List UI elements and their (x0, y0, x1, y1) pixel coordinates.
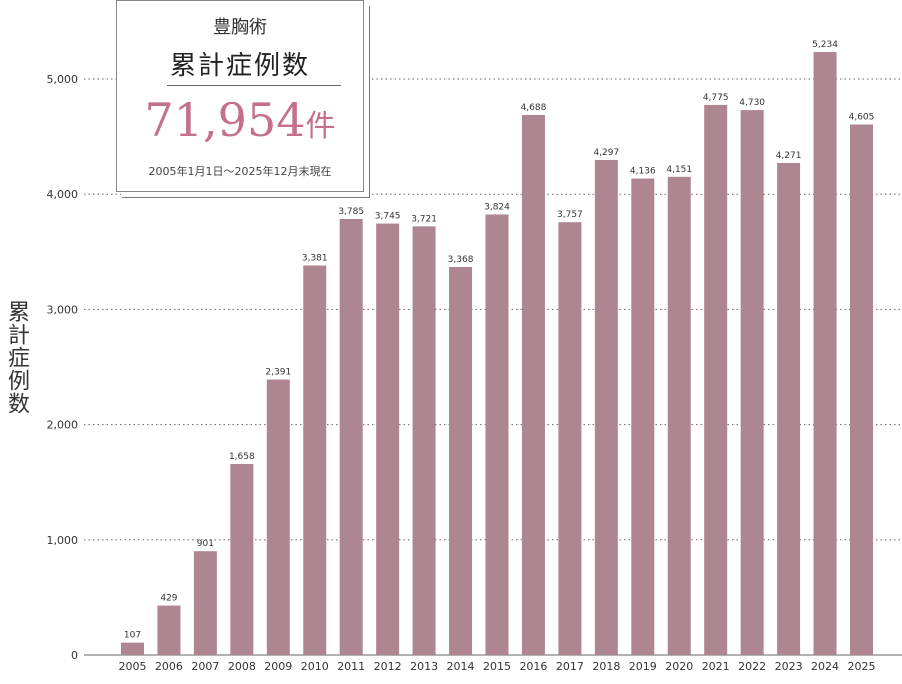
bar-2022 (740, 110, 764, 655)
bar-2021 (704, 104, 728, 656)
value-label-2012: 3,745 (375, 212, 401, 222)
y-tick-label: 1,000 (47, 534, 79, 547)
card-total: 71,954件 (117, 93, 363, 147)
value-label-2014: 3,368 (448, 255, 474, 265)
bar-2019 (631, 178, 655, 655)
x-tick-label-2005: 2005 (119, 660, 147, 673)
value-label-2007: 901 (197, 539, 214, 549)
x-tick-label-2022: 2022 (738, 660, 766, 673)
bar-2024 (813, 52, 837, 655)
value-label-2022: 4,730 (739, 98, 765, 108)
x-tick-label-2014: 2014 (447, 660, 475, 673)
value-label-2010: 3,381 (302, 254, 328, 264)
total-count: 71,954 (144, 93, 306, 147)
value-labels-layer: 107 429 901 1,658 2,391 3,381 3,785 3,745 3,721 3… (124, 40, 874, 641)
value-label-2019: 4,136 (630, 167, 656, 177)
card-title: 累計症例数 (169, 51, 310, 81)
value-label-2017: 3,757 (557, 210, 583, 220)
x-tick-label-2012: 2012 (374, 660, 402, 673)
y-tick-label: 0 (71, 649, 78, 662)
value-label-2023: 4,271 (776, 151, 802, 161)
bar-2018 (594, 159, 618, 655)
y-tick-label: 5,000 (47, 73, 79, 86)
card-period: 2005年1月1日～2025年12月末現在 (148, 165, 332, 178)
bar-2009 (266, 379, 290, 655)
bar-2011 (339, 218, 363, 655)
x-tick-label-2009: 2009 (264, 660, 292, 673)
bar-2007 (193, 551, 217, 655)
value-label-2008: 1,658 (229, 452, 255, 462)
value-label-2018: 4,297 (593, 148, 619, 158)
x-tick-label-2021: 2021 (702, 660, 730, 673)
value-label-2013: 3,721 (411, 214, 437, 224)
bar-2013 (412, 226, 436, 655)
value-label-2011: 3,785 (338, 207, 364, 217)
y-tick-label: 4,000 (47, 188, 79, 201)
bar-2017 (558, 222, 582, 655)
x-tick-label-2015: 2015 (483, 660, 511, 673)
card-divider (167, 85, 341, 86)
x-tick-label-2011: 2011 (337, 660, 365, 673)
bar-2014 (449, 267, 473, 655)
y-axis-label: 累計症例数 (4, 300, 29, 415)
bar-2016 (521, 114, 545, 656)
x-tick-label-2020: 2020 (665, 660, 693, 673)
value-label-2021: 4,775 (703, 93, 729, 103)
bar-2023 (777, 162, 801, 655)
x-tick-label-2010: 2010 (301, 660, 329, 673)
x-tick-label-2013: 2013 (410, 660, 438, 673)
bar-2020 (667, 176, 691, 655)
x-tick-label-2023: 2023 (775, 660, 803, 673)
bars-layer (121, 52, 873, 656)
y-tick-label: 2,000 (47, 419, 79, 432)
x-tick-label-2017: 2017 (556, 660, 584, 673)
bar-2012 (376, 223, 400, 656)
x-tick-label-2016: 2016 (519, 660, 547, 673)
value-label-2005: 107 (124, 631, 141, 641)
value-label-2006: 429 (160, 594, 177, 604)
y-axis-ticks: 0 1,000 2,000 3,000 4,000 5,000 (47, 73, 79, 662)
bar-2005 (121, 642, 144, 655)
x-tick-label-2018: 2018 (592, 660, 620, 673)
value-label-2020: 4,151 (666, 165, 692, 175)
value-label-2016: 4,688 (521, 103, 547, 113)
x-tick-label-2025: 2025 (848, 660, 876, 673)
value-label-2015: 3,824 (484, 202, 510, 212)
x-tick-label-2006: 2006 (155, 660, 183, 673)
value-label-2009: 2,391 (265, 368, 291, 378)
y-tick-label: 3,000 (47, 303, 79, 316)
x-tick-label-2007: 2007 (191, 660, 219, 673)
bar-2008 (230, 463, 254, 655)
value-label-2024: 5,234 (812, 40, 838, 50)
x-tick-label-2008: 2008 (228, 660, 256, 673)
x-axis-ticks: 2005 2006 2007 2008 2009 2010 2011 2012 2013 2014… (119, 660, 876, 673)
bar-2015 (485, 214, 509, 655)
bar-2025 (850, 124, 873, 655)
card-subtitle: 豊胸術 (213, 17, 267, 38)
summary-card: 豊胸術 累計症例数 71,954件 2005年1月1日～2025年12月末現在 (116, 0, 364, 192)
x-tick-label-2019: 2019 (629, 660, 657, 673)
bar-2006 (157, 605, 181, 655)
bar-2010 (303, 265, 327, 655)
x-tick-label-2024: 2024 (811, 660, 839, 673)
value-label-2025: 4,605 (849, 113, 875, 123)
total-count-unit: 件 (305, 109, 336, 144)
